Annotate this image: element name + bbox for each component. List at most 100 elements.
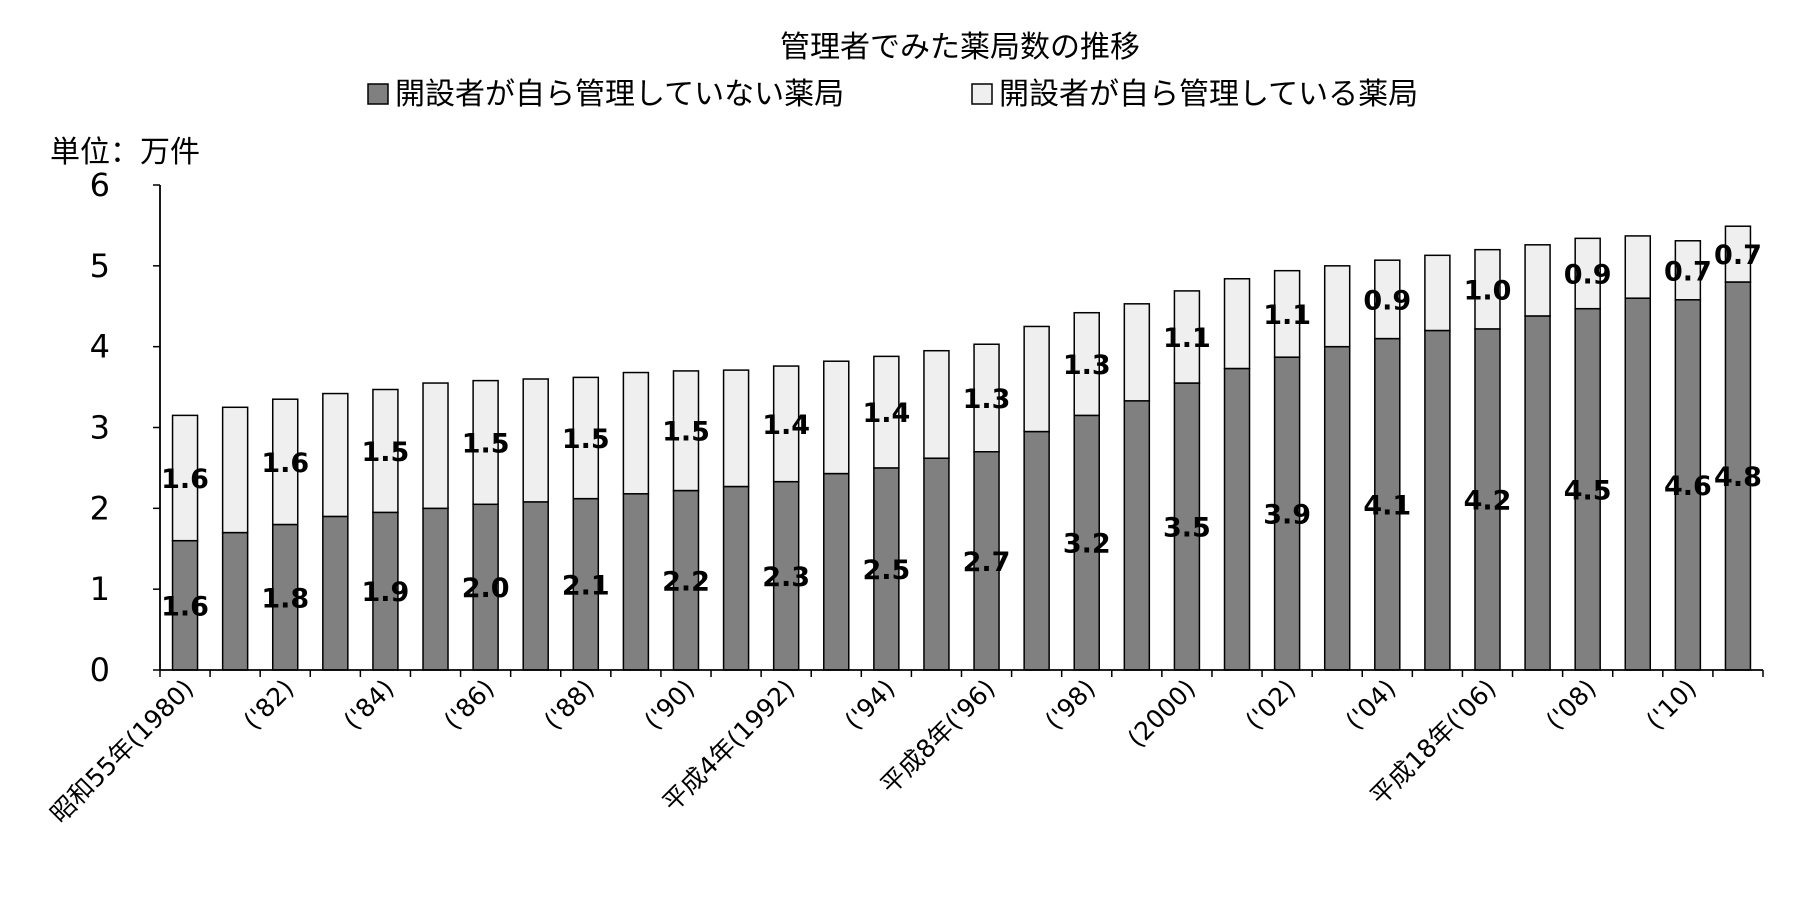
bar-managed — [772, 365, 800, 483]
bar-managed — [1724, 225, 1752, 283]
x-tick-label: ('94) — [839, 674, 901, 736]
bar-unmanaged — [1223, 367, 1251, 671]
bar-managed — [722, 369, 750, 488]
bar-unmanaged — [221, 531, 249, 671]
data-label-unmanaged: 2.2 — [662, 566, 710, 597]
data-label-managed: 1.5 — [562, 424, 610, 455]
data-label-unmanaged: 1.9 — [362, 577, 410, 608]
data-label-unmanaged: 3.5 — [1163, 513, 1211, 544]
data-label-managed: 1.4 — [762, 410, 810, 441]
legend-label-managed: 開設者が自ら管理している薬局 — [999, 77, 1418, 112]
bar-managed — [672, 370, 700, 492]
data-label-managed: 0.7 — [1664, 256, 1712, 287]
data-label-unmanaged: 4.8 — [1714, 462, 1762, 493]
bar-unmanaged — [1524, 315, 1551, 671]
bar-managed — [1323, 265, 1351, 348]
x-tick-label: ('10) — [1640, 674, 1702, 736]
data-label-managed: 0.9 — [1564, 260, 1612, 291]
y-tick-label: 3 — [90, 409, 110, 447]
x-axis-ticks: 昭和55年(1980) ('82) ('84) ('86) ('88) ('90)平成4年… — [44, 674, 1702, 829]
bar-managed — [622, 371, 650, 495]
bar-managed — [1023, 325, 1050, 433]
data-label-unmanaged: 1.6 — [161, 591, 209, 622]
bar-unmanaged — [1374, 337, 1401, 671]
legend-label-unmanaged: 開設者が自ら管理していない薬局 — [395, 77, 844, 112]
data-label-unmanaged: 2.7 — [963, 547, 1011, 578]
data-label-unmanaged: 3.2 — [1063, 529, 1111, 560]
x-tick-label: ('88) — [538, 674, 600, 736]
data-label-managed: 1.1 — [1263, 300, 1311, 331]
bar-unmanaged — [823, 472, 850, 671]
y-tick-label: 4 — [90, 328, 110, 366]
data-label-managed: 0.9 — [1363, 285, 1411, 316]
legend-swatch-unmanaged — [367, 83, 389, 105]
bar-managed — [1073, 311, 1100, 417]
legend: 開設者が自ら管理していない薬局 開設者が自ら管理している薬局 — [367, 77, 1418, 112]
bar-unmanaged — [1474, 328, 1501, 671]
bar-unmanaged — [522, 501, 549, 671]
x-tick-label: ('08) — [1540, 674, 1602, 736]
bar-managed — [1273, 269, 1301, 358]
bar-managed — [221, 406, 249, 534]
data-label-unmanaged: 1.8 — [261, 583, 309, 614]
bar-managed — [1574, 237, 1601, 310]
data-label-unmanaged: 4.2 — [1464, 485, 1512, 516]
data-label-unmanaged: 4.5 — [1564, 475, 1612, 506]
x-tick-label: ('90) — [639, 674, 701, 736]
bar-managed — [873, 355, 900, 469]
bar-unmanaged — [1624, 297, 1652, 671]
bar-managed — [322, 392, 349, 518]
bar-unmanaged — [622, 493, 650, 671]
data-label-unmanaged: 2.0 — [462, 573, 510, 604]
bar-unmanaged — [422, 507, 449, 671]
bar-managed — [472, 379, 499, 506]
y-tick-label: 2 — [90, 489, 110, 527]
data-label-managed: 0.7 — [1714, 240, 1762, 271]
data-label-managed: 1.6 — [161, 464, 209, 495]
y-tick-label: 0 — [90, 651, 110, 689]
bar-managed — [973, 343, 1000, 453]
bar-managed — [572, 376, 600, 500]
data-label-managed: 1.1 — [1163, 323, 1211, 354]
bar-unmanaged — [1424, 329, 1451, 671]
bar-managed — [923, 349, 950, 459]
data-label-managed: 1.5 — [362, 437, 410, 468]
bar-managed — [1474, 248, 1501, 330]
data-label-managed: 1.5 — [462, 428, 510, 459]
bar-managed — [1374, 259, 1401, 340]
bar-unmanaged — [271, 523, 299, 671]
bar-managed — [1223, 278, 1251, 370]
data-label-unmanaged: 2.5 — [862, 555, 910, 586]
bar-managed — [1524, 244, 1551, 317]
y-tick-label: 6 — [90, 166, 110, 204]
data-label-unmanaged: 4.1 — [1363, 490, 1411, 521]
data-label-unmanaged: 2.1 — [562, 570, 610, 601]
legend-swatch-managed — [971, 83, 993, 105]
bar-unmanaged — [1674, 299, 1702, 671]
bar-unmanaged — [1023, 430, 1050, 671]
x-tick-label: ('84) — [338, 674, 400, 736]
bar-managed — [1674, 240, 1702, 301]
bar-managed — [1173, 290, 1201, 384]
data-label-unmanaged: 4.6 — [1664, 471, 1712, 502]
bar-managed — [1424, 254, 1451, 332]
data-labels: 1.6 1.8 1.9 2.0 2.1 2.2 2.3 2.5 2.7 3.2 3.5 3.9 4.1 4… — [161, 240, 1762, 622]
bar-managed — [823, 360, 850, 475]
data-label-managed: 1.0 — [1464, 275, 1512, 306]
bar-managed — [422, 382, 449, 510]
y-axis-ticks: 0 1 2 3 4 5 6 — [90, 166, 160, 689]
chart-title: 管理者でみた薬局数の推移 — [780, 30, 1140, 65]
bar-managed — [271, 398, 299, 526]
unit-label: 単位：万件 — [50, 135, 200, 170]
data-label-managed: 1.6 — [261, 448, 309, 479]
x-tick-label: ('04) — [1340, 674, 1402, 736]
bar-unmanaged — [322, 515, 349, 671]
x-tick-label: (2000) — [1122, 674, 1201, 753]
data-label-managed: 1.4 — [862, 398, 910, 429]
data-label-managed: 1.5 — [662, 417, 710, 448]
x-tick-label: ('98) — [1039, 674, 1101, 736]
bar-managed — [372, 388, 399, 514]
bar-managed — [522, 378, 549, 503]
bar-managed — [171, 414, 199, 542]
x-tick-label: ('02) — [1240, 674, 1302, 736]
